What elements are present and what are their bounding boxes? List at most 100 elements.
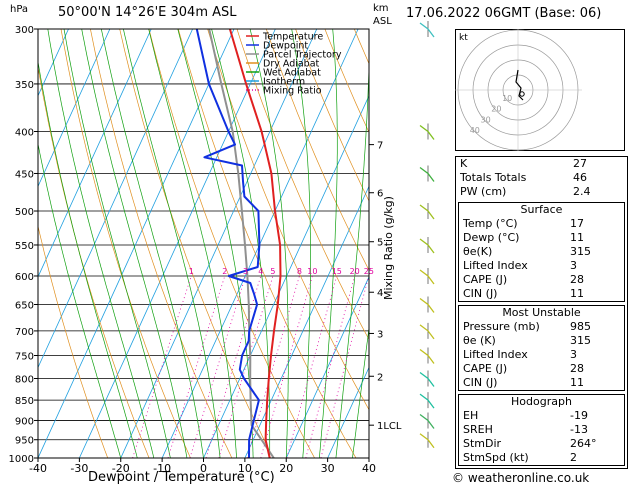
most-unstable-section: Most Unstable Pressure (mb) 985 θe (K) 315 L… [458,305,625,391]
y-tick-label: 900 [15,416,34,427]
hodograph-section: Hodograph EH -19 SREH -13 StmDir 264° StmSpd (… [458,394,625,466]
mixing-ratio-label: 2 [222,267,227,276]
hodograph-ring-label: 20 [491,105,501,114]
y-tick-label: 700 [15,327,34,338]
dry-adiabat [38,224,109,458]
wind-barb [419,166,435,182]
x-tick-label: -10 [153,462,171,475]
surface-row: Dewp (°C) 11 [459,231,624,245]
wet-adiabat [81,29,188,458]
wind-barb [419,124,435,140]
index-row: K 27 [456,157,627,171]
hodograph-value: 2 [570,451,577,464]
dry-adiabat [236,29,369,341]
most-unstable-row: Pressure (mb) 985 [459,320,624,334]
x-tick-label: 40 [362,462,376,475]
surface-section: Surface Temp (°C) 17 Dewp (°C) 11 θe(K) 315 Li… [458,202,625,302]
y-tick-label: 850 [15,396,34,407]
y-tick-label: 650 [15,301,34,312]
wind-barb [419,22,435,38]
surface-row: Temp (°C) 17 [459,217,624,231]
surface-value: 315 [570,245,591,258]
wet-adiabat [148,29,237,458]
isotherm [79,29,276,458]
hodograph-title: Hodograph [511,395,572,408]
index-value: 2.4 [573,185,591,198]
mixing-ratio-axis-label: Mixing Ratio (g/kg) [382,196,395,300]
temperature-line [228,29,282,458]
mixing-ratio-line [189,275,246,458]
wet-adiabat [335,54,369,458]
hodograph-label: SREH [463,423,493,436]
wind-barb [419,204,435,220]
y-tick-label: 950 [15,436,34,447]
index-row: Totals Totals 46 [456,171,627,185]
y-tick-label: 600 [15,272,34,283]
mixing-ratio-label: 3 [243,267,248,276]
mixing-ratio-label: 1 [189,267,194,276]
dry-adiabat [295,29,369,202]
hodograph-value: -19 [570,409,588,422]
isotherm [38,29,235,458]
legend-label: Parcel Trajectory [263,50,342,61]
legend-label: Temperature [262,32,323,43]
height-unit-asl: ASL [373,16,392,27]
hodograph-value: 264° [570,437,597,450]
dry-adiabat [265,29,369,271]
surface-value: 11 [570,231,584,244]
x-tick-label: -30 [70,462,88,475]
x-tick-label: -40 [29,462,47,475]
most-unstable-row: CAPE (J) 28 [459,362,624,376]
copyright-notice: © weatheronline.co.uk [452,471,590,485]
wet-adiabat [38,59,138,458]
location-title: 50°00'N 14°26'E 304m ASL [58,5,237,20]
isotherm [38,29,152,278]
wind-barb [419,371,435,387]
index-label: PW (cm) [460,185,507,198]
most-unstable-value: 11 [570,376,584,389]
km-tick-label: 2 [377,372,383,383]
x-tick-label: 0 [200,462,207,475]
wind-barb [419,269,435,285]
hodograph-unit-label: kt [459,33,468,43]
wet-adiabat [123,29,221,458]
km-tick-label: 5 [377,238,383,249]
most-unstable-title: Most Unstable [502,306,581,319]
y-tick-label: 450 [15,169,34,180]
legend-label: Mixing Ratio [263,86,322,97]
surface-value: 28 [570,273,584,286]
surface-row: CAPE (J) 28 [459,273,624,287]
surface-row: Lifted Index 3 [459,259,624,273]
surface-row: θe(K) 315 [459,245,624,259]
indices-table: K 27 Totals Totals 46 PW (cm) 2.4 Surface Tem… [455,156,628,469]
wind-barb [419,433,435,449]
wind-barb [419,324,435,340]
wind-barb [419,393,435,409]
y-tick-label: 300 [15,25,34,36]
km-tick-label: 1LCL [377,421,402,432]
wet-adiabat [63,29,171,458]
surface-label: Temp (°C) [463,217,518,230]
most-unstable-label: Lifted Index [463,348,528,361]
surface-label: CAPE (J) [463,273,508,286]
mixing-ratio-label: 5 [270,267,275,276]
index-value: 46 [573,171,587,184]
x-tick-label: 30 [321,462,335,475]
mixing-ratio-line [218,275,274,458]
most-unstable-label: CIN (J) [463,376,498,389]
surface-label: CIN (J) [463,287,498,300]
dry-adiabat [207,29,369,411]
indices-top-section: K 27 Totals Totals 46 PW (cm) 2.4 [456,157,627,199]
wind-barb [419,297,435,313]
legend-label: Wet Adiabat [263,68,321,79]
legend-label: Isotherm [263,77,305,88]
most-unstable-label: Pressure (mb) [463,320,540,333]
mixing-ratio-label: 8 [297,267,302,276]
most-unstable-value: 3 [570,348,577,361]
x-axis-label: Dewpoint / Temperature (°C) [88,470,275,485]
isotherm [244,185,369,458]
hodograph-trace [515,69,524,101]
mixing-ratio-label: 15 [332,267,342,276]
wet-adiabat [352,325,369,458]
